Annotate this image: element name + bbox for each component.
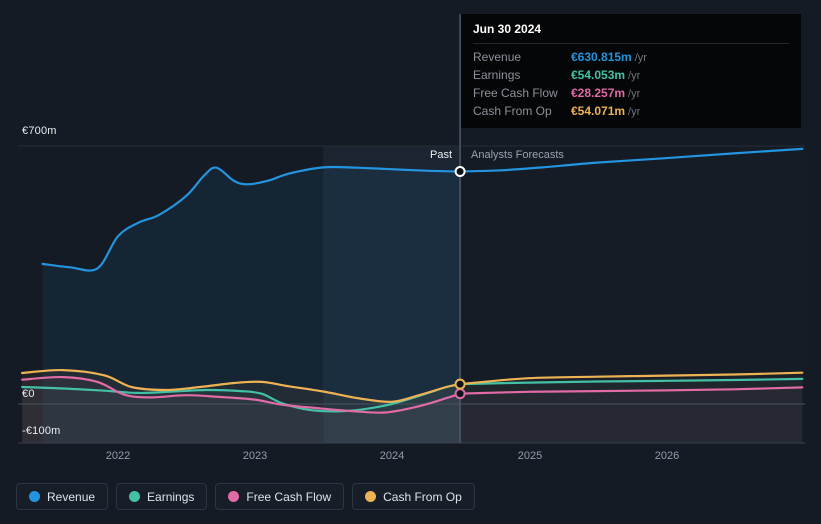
x-axis-tick-2023: 2023	[242, 450, 268, 462]
legend-revenue-label: Revenue	[47, 489, 96, 504]
revenue-dot-icon	[29, 491, 40, 502]
chart-tooltip: Jun 30 2024 Revenue €630.815m /yr Earnin…	[461, 14, 801, 128]
analysts-forecasts-label: Analysts Forecasts	[471, 149, 564, 161]
tooltip-revenue-suffix: /yr	[634, 52, 647, 64]
x-axis-tick-2022: 2022	[105, 450, 131, 462]
tooltip-row-cash-from-op: Cash From Op €54.071m /yr	[473, 104, 789, 118]
tooltip-earnings-suffix: /yr	[628, 70, 641, 82]
growth-chart-canvas[interactable]	[0, 0, 821, 470]
legend-item-revenue[interactable]: Revenue	[16, 483, 109, 510]
x-axis-tick-2024: 2024	[379, 450, 405, 462]
tooltip-row-earnings: Earnings €54.053m /yr	[473, 68, 789, 82]
cash-from-op-dot-icon	[365, 491, 377, 502]
free-cash-flow-dot-icon	[228, 491, 240, 502]
legend-cashop-label: Cash From Op	[383, 489, 462, 504]
legend-fcf-label: Free Cash Flow	[246, 489, 332, 504]
legend-item-free-cash-flow[interactable]: Free Cash Flow	[215, 483, 345, 510]
past-label: Past	[429, 149, 452, 161]
y-axis-label-bottom: -€100m	[22, 425, 61, 437]
tooltip-date: Jun 30 2024	[473, 22, 789, 44]
earnings-dot-icon	[129, 491, 141, 502]
tooltip-revenue-label: Revenue	[473, 50, 522, 64]
chart-legend: Revenue Earnings Free Cash Flow Cash Fro…	[16, 483, 475, 510]
tooltip-fcf-value: €28.257m	[571, 86, 626, 100]
legend-earnings-label: Earnings	[147, 489, 195, 504]
legend-item-earnings[interactable]: Earnings	[116, 483, 208, 510]
tooltip-cashop-suffix: /yr	[628, 106, 641, 118]
tooltip-earnings-label: Earnings	[473, 68, 521, 82]
tooltip-cashop-value: €54.071m	[571, 104, 626, 118]
legend-item-cash-from-op[interactable]: Cash From Op	[352, 483, 475, 510]
y-axis-label-top: €700m	[22, 125, 57, 137]
tooltip-row-free-cash-flow: Free Cash Flow €28.257m /yr	[473, 86, 789, 100]
tooltip-row-revenue: Revenue €630.815m /yr	[473, 50, 789, 64]
tooltip-revenue-value: €630.815m	[571, 50, 632, 64]
tooltip-cashop-label: Cash From Op	[473, 104, 552, 118]
x-axis-tick-2025: 2025	[517, 450, 543, 462]
x-axis-tick-2026: 2026	[654, 450, 680, 462]
tooltip-fcf-suffix: /yr	[628, 88, 641, 100]
tooltip-earnings-value: €54.053m	[571, 68, 626, 82]
y-axis-label-zero: €0	[22, 388, 35, 400]
tooltip-fcf-label: Free Cash Flow	[473, 86, 558, 100]
